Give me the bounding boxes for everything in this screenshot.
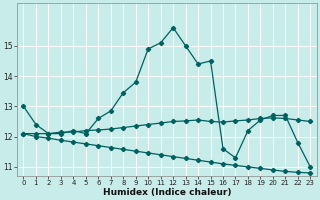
X-axis label: Humidex (Indice chaleur): Humidex (Indice chaleur): [103, 188, 231, 197]
